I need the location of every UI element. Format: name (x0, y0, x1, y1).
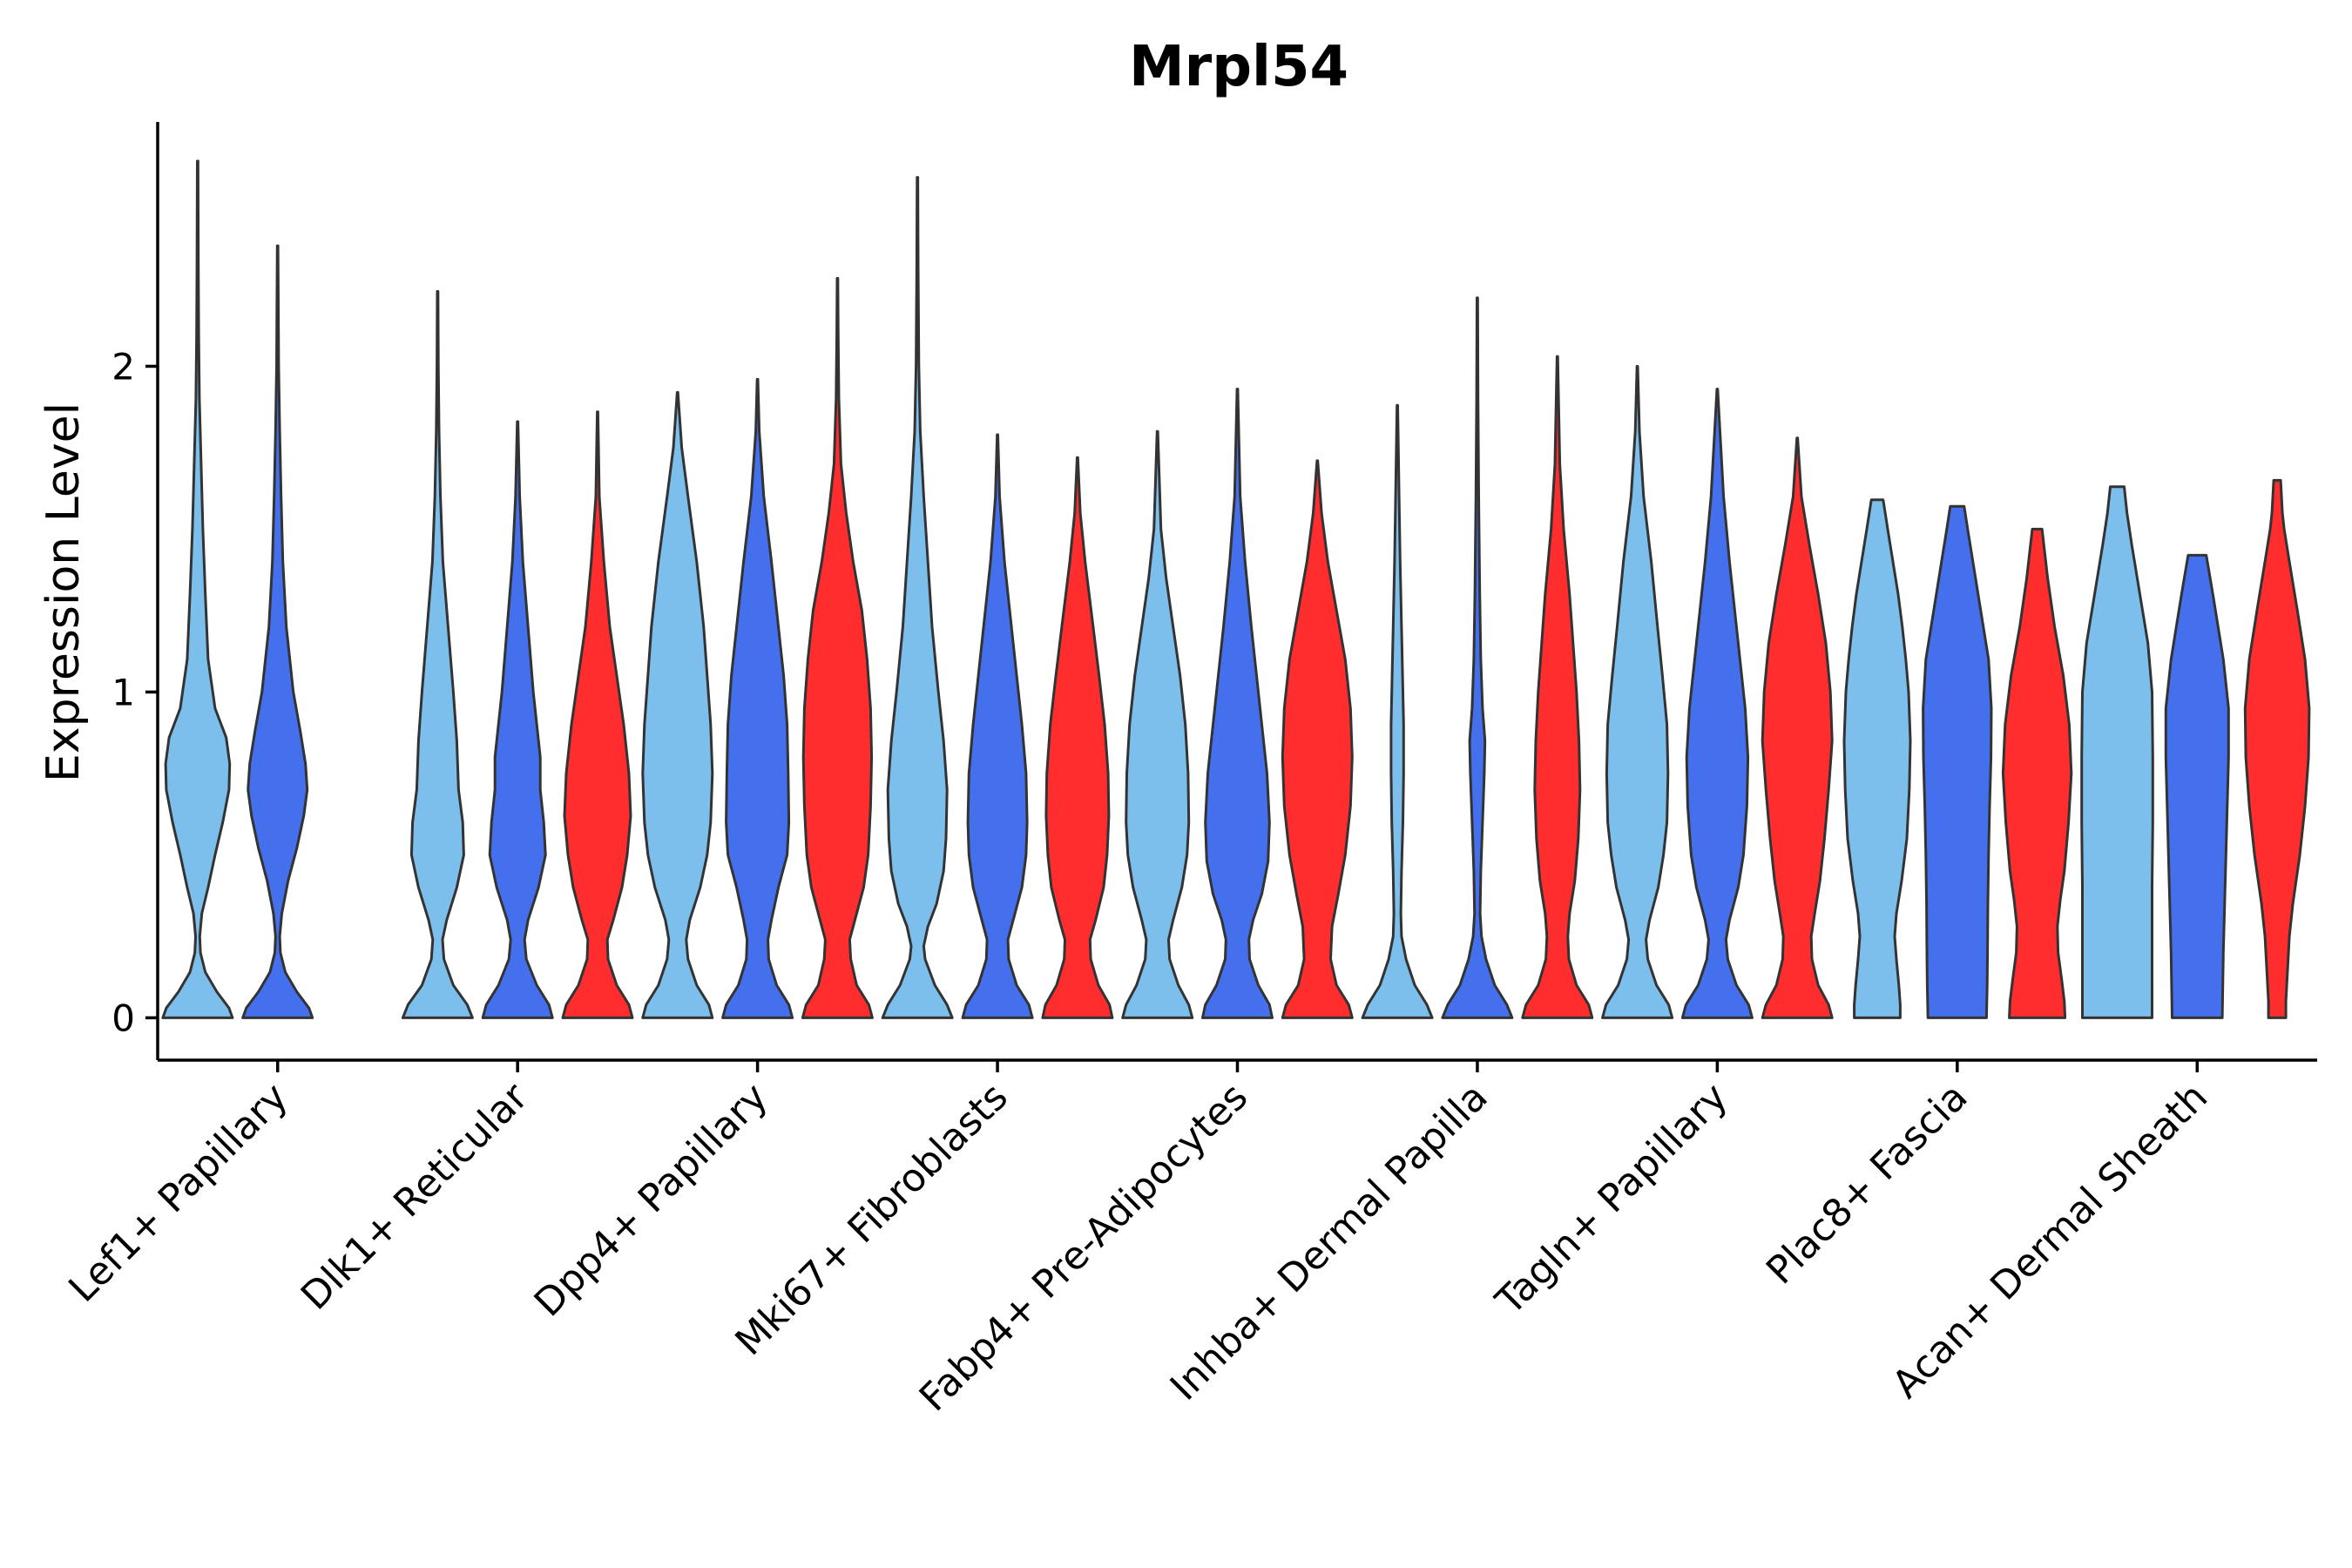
violin-6-0 (1601, 365, 1674, 1019)
violin-1-2 (561, 410, 634, 1019)
violin-3-0 (881, 176, 954, 1019)
violin-6-2 (1761, 436, 1834, 1019)
violin-5-2 (1521, 355, 1594, 1019)
chart-title: Mrpl54 (1129, 35, 1348, 99)
violins-group (161, 159, 2311, 1019)
violin-5-0 (1361, 403, 1434, 1019)
x-tick-label: Dlk1+ Reticular (293, 1074, 537, 1319)
violin-4-1 (1201, 388, 1274, 1019)
violin-8-0 (2080, 485, 2154, 1019)
violin-7-0 (1842, 498, 1912, 1019)
violin-1-1 (481, 420, 554, 1019)
violin-3-2 (1041, 456, 1114, 1019)
y-ticks-group: 0 1 2 (112, 345, 158, 1039)
y-tick-label: 2 (112, 345, 135, 388)
violin-1-0 (401, 290, 474, 1019)
violin-8-1 (2164, 553, 2230, 1019)
violin-6-1 (1680, 388, 1754, 1019)
x-tick-label: Tagln+ Papillary (1487, 1075, 1736, 1324)
violin-7-2 (2001, 527, 2073, 1019)
violin-4-0 (1121, 429, 1194, 1019)
x-tick-label: Lef1+ Papillary (60, 1075, 296, 1311)
violin-2-1 (721, 377, 794, 1019)
y-tick-label: 1 (112, 671, 135, 713)
violin-3-1 (961, 433, 1034, 1019)
violin-2-2 (801, 277, 874, 1019)
violin-7-1 (1922, 504, 1993, 1019)
violin-2-0 (641, 390, 714, 1019)
violin-4-2 (1281, 459, 1354, 1019)
x-tick-label: Dpp4+ Papillary (526, 1075, 777, 1326)
x-tick-label: Plac8+ Fascia (1758, 1075, 1977, 1294)
violin-0-1 (241, 244, 314, 1019)
y-tick-label: 0 (112, 997, 135, 1039)
violin-0-0 (161, 159, 234, 1019)
violin-8-2 (2243, 478, 2311, 1019)
violin-5-1 (1441, 296, 1514, 1019)
x-tick-label: Mki67+ Fibroblasts (727, 1075, 1017, 1364)
y-axis-label: Expression Level (37, 402, 90, 782)
